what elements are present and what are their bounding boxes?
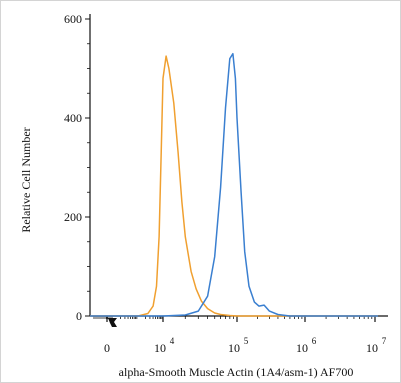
x-tick-exponent: 7 — [382, 336, 387, 346]
zero-marker — [108, 318, 117, 327]
y-axis-title: Relative Cell Number — [19, 127, 33, 232]
series-line-2 — [90, 52, 378, 317]
x-tick-exponent: 4 — [170, 336, 175, 346]
series-line-1 — [90, 55, 378, 317]
x-tick-label: 10 — [154, 341, 166, 355]
tick-labels: 0 200 400 600 0 10 4 10 5 10 6 10 7 — [64, 12, 387, 355]
x-tick-label: 10 — [296, 341, 308, 355]
x-tick-label: 0 — [104, 341, 110, 355]
x-tick-label: 10 — [228, 341, 240, 355]
y-tick-label: 600 — [64, 12, 82, 26]
axes — [85, 14, 388, 327]
x-tick-label: 10 — [366, 341, 378, 355]
series-layer — [90, 52, 378, 317]
y-tick-label: 0 — [76, 309, 82, 323]
x-tick-exponent: 6 — [312, 336, 317, 346]
y-tick-label: 400 — [64, 111, 82, 125]
x-tick-exponent: 5 — [244, 336, 249, 346]
x-axis-title: alpha-Smooth Muscle Actin (1A4/asm-1) AF… — [119, 365, 354, 379]
y-tick-label: 200 — [64, 210, 82, 224]
